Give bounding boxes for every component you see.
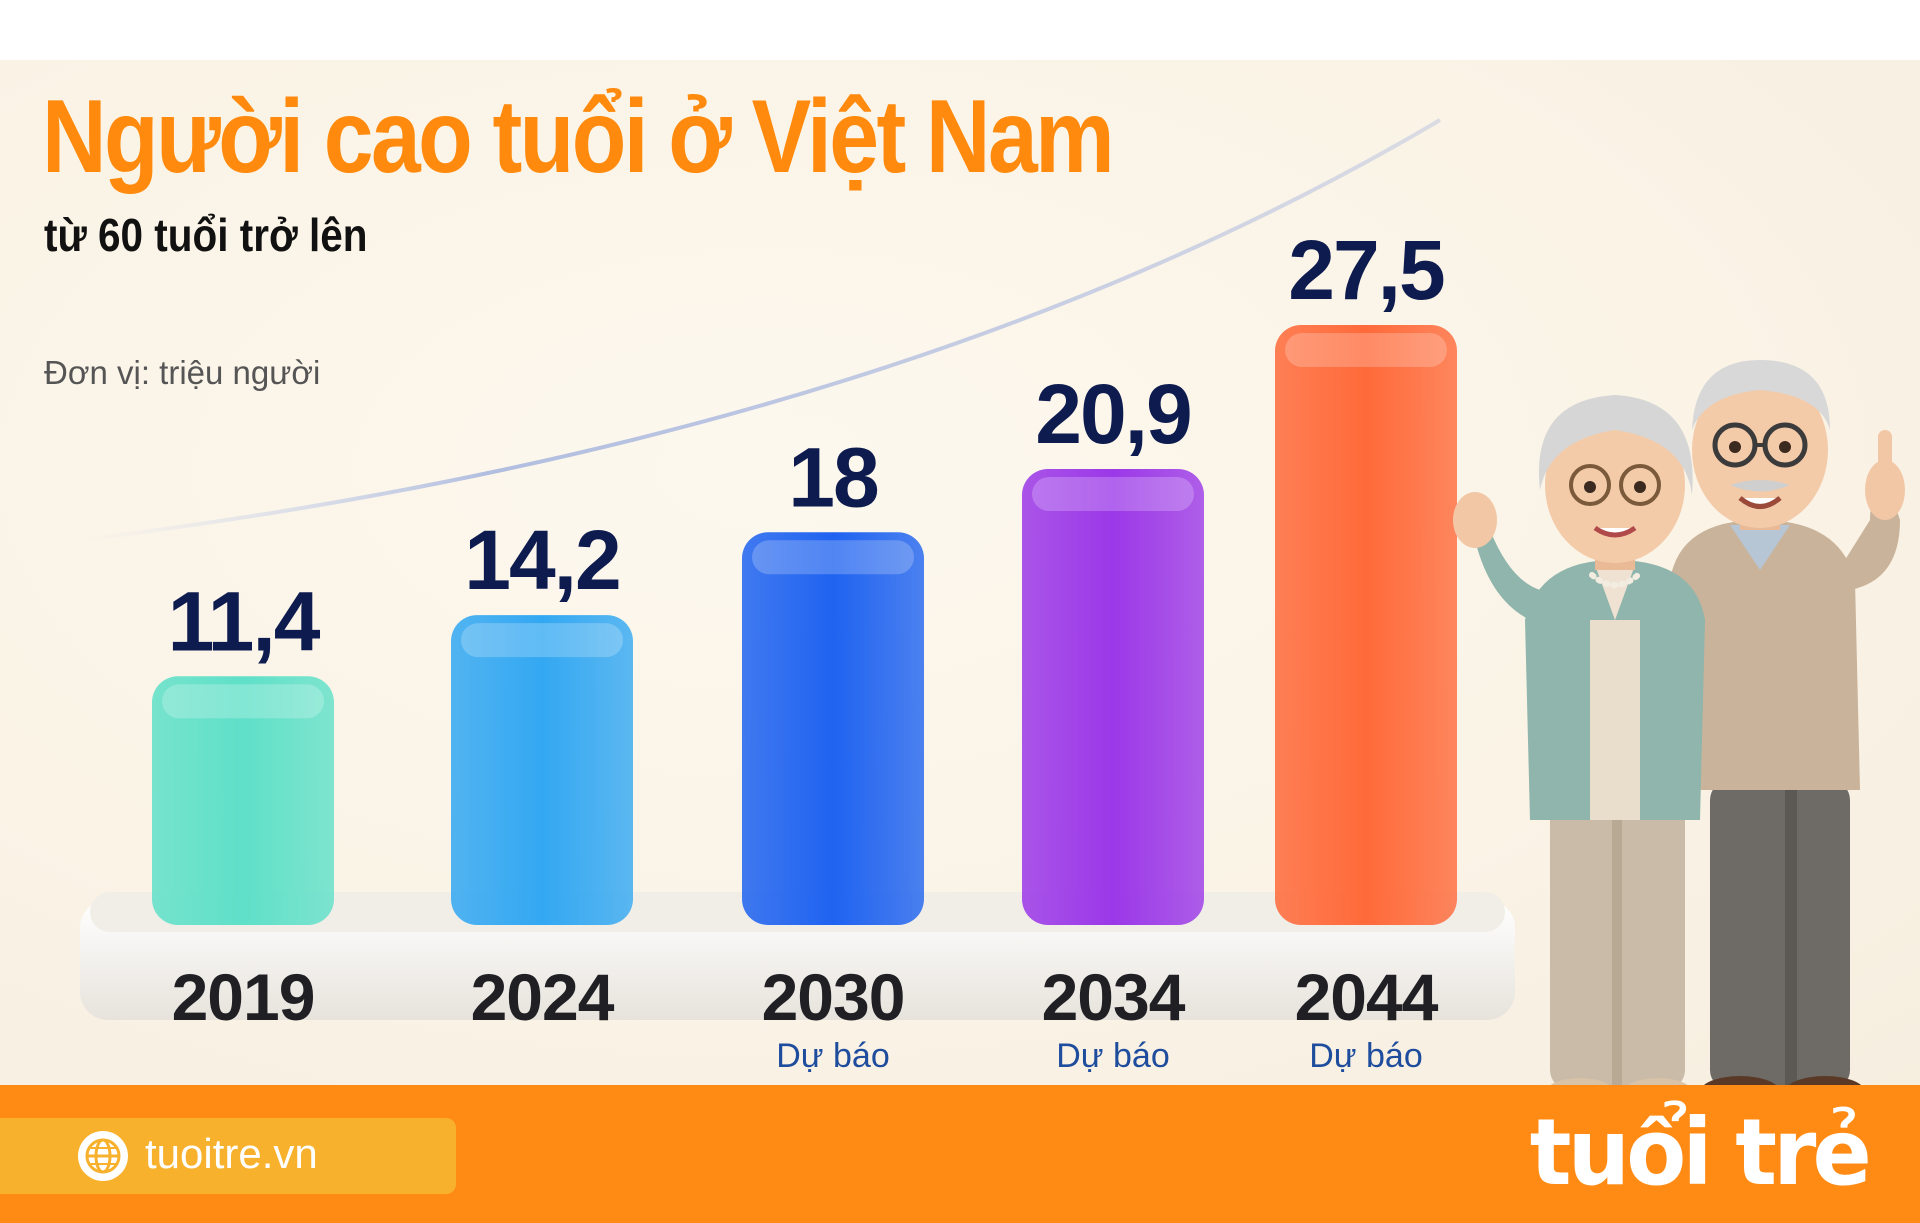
trend-curve bbox=[79, 118, 1442, 542]
unit-note: Đơn vị: triệu người bbox=[44, 354, 321, 391]
bar-highlight bbox=[1285, 333, 1447, 367]
site-link[interactable]: tuoitre.vn bbox=[0, 1118, 456, 1194]
value-label-2024: 14,2 bbox=[464, 513, 620, 607]
x-tick-label-2024: 2024 bbox=[471, 960, 615, 1034]
elderly-couple-illustration bbox=[1453, 360, 1905, 1085]
chart-subtitle: từ 60 tuổi trở lên bbox=[44, 209, 368, 261]
grandfather-figure bbox=[1670, 360, 1905, 1085]
grandmother-figure bbox=[1453, 395, 1705, 1085]
bar-2034 bbox=[1022, 469, 1204, 925]
infographic-canvas: Người cao tuổi ở Việt Nam từ 60 tuổi trở… bbox=[0, 60, 1920, 1085]
forecast-note-2034: Dự báo bbox=[1056, 1037, 1170, 1075]
brand-logo: tuổi trẻ bbox=[1529, 1099, 1872, 1206]
value-label-2034: 20,9 bbox=[1035, 367, 1191, 461]
footer-bar: tuoitre.vn tuổi trẻ bbox=[0, 1085, 1920, 1223]
bar-highlight bbox=[461, 623, 623, 658]
bar-2019 bbox=[152, 676, 334, 925]
globe-icon bbox=[78, 1131, 128, 1181]
x-tick-label-2034: 2034 bbox=[1042, 960, 1186, 1034]
value-label-2044: 27,5 bbox=[1288, 223, 1444, 317]
bar-highlight bbox=[1032, 477, 1194, 511]
site-url: tuoitre.vn bbox=[145, 1130, 318, 1177]
bar-2024 bbox=[451, 615, 633, 925]
value-label-2030: 18 bbox=[788, 430, 878, 524]
x-tick-label-2030: 2030 bbox=[762, 960, 905, 1034]
x-tick-label-2019: 2019 bbox=[172, 960, 315, 1034]
bar-2044 bbox=[1275, 325, 1457, 925]
value-label-2019: 11,4 bbox=[168, 574, 321, 668]
forecast-note-2044: Dự báo bbox=[1309, 1037, 1423, 1075]
bar-2030 bbox=[742, 532, 924, 925]
x-tick-label-2044: 2044 bbox=[1295, 960, 1439, 1034]
bar-highlight bbox=[752, 540, 914, 575]
chart-title: Người cao tuổi ở Việt Nam bbox=[42, 79, 1115, 195]
forecast-note-2030: Dự báo bbox=[776, 1037, 890, 1075]
bar-highlight bbox=[162, 684, 324, 719]
